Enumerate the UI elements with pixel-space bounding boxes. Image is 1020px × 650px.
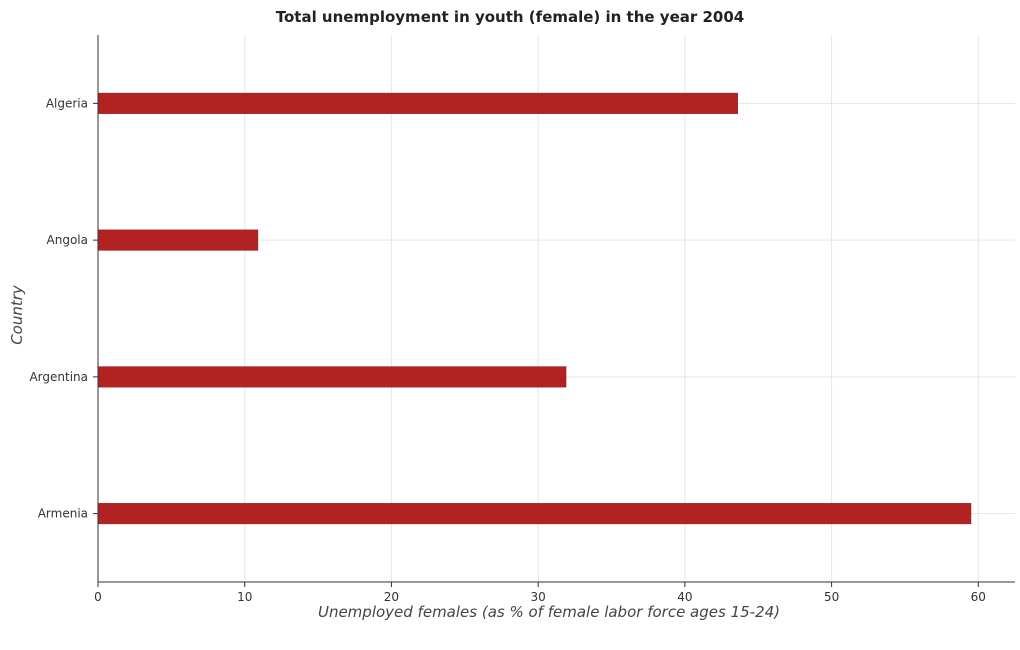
bars: [97, 92, 972, 525]
x-tick-label: 10: [237, 590, 252, 604]
grid-lines: [97, 35, 1015, 582]
bar-argentina: [97, 366, 567, 388]
y-tick-label: Argentina: [29, 370, 88, 384]
x-tick-label: 20: [384, 590, 399, 604]
y-axis-label: Country: [8, 284, 26, 345]
x-axis-label: Unemployed females (as % of female labor…: [318, 603, 780, 621]
chart-title: Total unemployment in youth (female) in …: [275, 8, 745, 26]
x-tick-label: 40: [677, 590, 692, 604]
axes: 0 10 20 30 40 50 60 Algeria Angola Argentina Armen…: [29, 35, 1015, 604]
bar-algeria: [97, 92, 738, 114]
x-tick-label: 0: [94, 590, 102, 604]
x-tick-label: 60: [971, 590, 986, 604]
bar-angola: [97, 229, 259, 251]
x-tick-label: 50: [824, 590, 839, 604]
y-tick-label: Angola: [47, 233, 88, 247]
y-tick-label: Armenia: [38, 507, 88, 521]
y-tick-label: Algeria: [46, 96, 88, 110]
x-tick-label: 30: [531, 590, 546, 604]
bar-armenia: [97, 503, 972, 525]
